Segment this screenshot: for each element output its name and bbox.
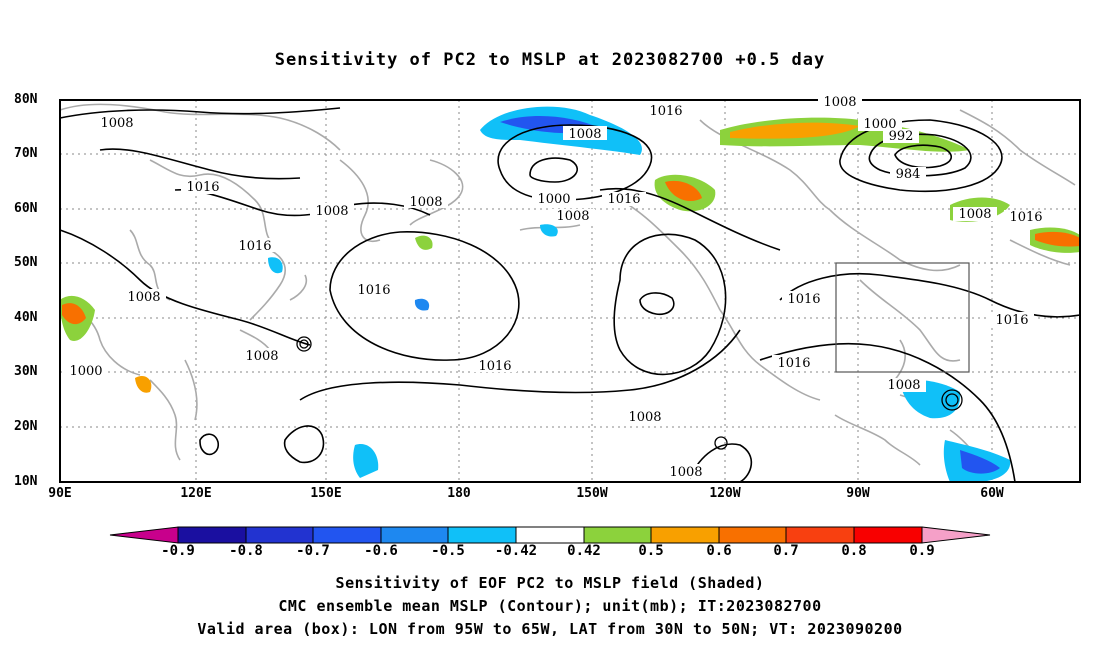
contour-label: 1008 — [127, 290, 160, 305]
colorbar-label: -0.42 — [494, 543, 538, 559]
colorbar-swatch — [312, 526, 382, 544]
contour-label: 1008 — [556, 209, 589, 224]
closed-lows — [296, 336, 963, 450]
colorbar-swatch — [177, 526, 247, 544]
contour-label: 1000 — [537, 192, 570, 207]
contour-label-group: 1008 1016 1008 1008 1016 1008 1000 1008 … — [64, 95, 1048, 480]
contour-label: 1008 — [315, 204, 348, 219]
lon-tick-label: 90W — [846, 486, 870, 501]
contour-label: 1016 — [1009, 210, 1042, 225]
colorbar-swatch — [447, 526, 517, 544]
colorbar-swatch — [718, 526, 787, 544]
colorbar-swatch — [583, 526, 652, 544]
contour-label: 1008 — [958, 207, 991, 222]
colorbar-right-triangle — [921, 526, 991, 544]
contour-label: 1000 — [863, 117, 896, 132]
colorbar-label: 0.5 — [638, 543, 664, 559]
colorbar-label: 0.7 — [773, 543, 799, 559]
lat-tick-label: 30N — [14, 364, 38, 379]
isobars — [59, 107, 1081, 483]
contour-label: 1008 — [669, 465, 702, 480]
colorbar-label: -0.8 — [229, 543, 263, 559]
contour-label: 1008 — [568, 127, 601, 142]
colorbar-label: 0.8 — [841, 543, 867, 559]
colorbar-swatch — [853, 526, 923, 544]
contour-label: 1008 — [887, 378, 920, 393]
lon-tick-label: 120W — [709, 486, 741, 501]
lon-tick-label: 150E — [310, 486, 342, 501]
colorbar-label: 0.9 — [909, 543, 935, 559]
lat-tick-label: 10N — [14, 474, 38, 489]
lon-tick-label: 180 — [447, 486, 471, 501]
lon-tick-label: 150W — [576, 486, 608, 501]
contour-label: 1000 — [69, 364, 102, 379]
caption-line-1: Sensitivity of EOF PC2 to MSLP field (Sh… — [335, 574, 765, 592]
valid-area-box — [835, 262, 970, 373]
lon-tick-label: 90E — [48, 486, 72, 501]
colorbar-left-triangle — [109, 526, 179, 544]
lat-tick-label: 20N — [14, 419, 38, 434]
colorbar-label: 0.42 — [567, 543, 601, 559]
colorbar-swatch — [650, 526, 720, 544]
colorbar-label: -0.6 — [364, 543, 398, 559]
colorbar-label: -0.5 — [431, 543, 465, 559]
map-title: Sensitivity of PC2 to MSLP at 2023082700… — [274, 50, 826, 70]
colorbar-label: 0.6 — [706, 543, 732, 559]
colorbar-label: -0.7 — [296, 543, 330, 559]
colorbar-swatch — [785, 526, 855, 544]
contour-label: 1016 — [357, 283, 390, 298]
caption-line-3: Valid area (box): LON from 95W to 65W, L… — [197, 620, 903, 638]
colorbar — [109, 526, 991, 544]
lon-tick-label: 60W — [980, 486, 1004, 501]
contour-label: 1008 — [628, 410, 661, 425]
lat-tick-label: 80N — [14, 92, 38, 107]
lon-tick-label: 120E — [180, 486, 212, 501]
colorbar-swatch — [380, 526, 449, 544]
map-background — [60, 100, 1080, 482]
contour-label: 1016 — [995, 313, 1028, 328]
contour-label: 1008 — [823, 95, 856, 110]
contour-label: 984 — [896, 167, 921, 182]
lat-tick-label: 40N — [14, 310, 38, 325]
contour-label: 1016 — [649, 104, 682, 119]
map-border — [59, 99, 1081, 483]
contour-label: 1016 — [607, 192, 640, 207]
contour-label: 1016 — [777, 356, 810, 371]
sensitivity-shading — [60, 106, 1080, 482]
lat-tick-label: 70N — [14, 146, 38, 161]
lat-tick-label: 50N — [14, 255, 38, 270]
contour-label: 992 — [889, 129, 914, 144]
contour-label: 1008 — [245, 349, 278, 364]
colorbar-swatch — [245, 526, 314, 544]
lat-tick-label: 60N — [14, 201, 38, 216]
colorbar-swatch — [515, 526, 585, 544]
contour-label: 1016 — [787, 292, 820, 307]
contour-label: 1016 — [186, 180, 219, 195]
colorbar-label: -0.9 — [161, 543, 195, 559]
caption-line-2: CMC ensemble mean MSLP (Contour); unit(m… — [278, 597, 822, 615]
contour-label: 1008 — [100, 116, 133, 131]
contour-label: 1016 — [478, 359, 511, 374]
contour-label: 1016 — [238, 239, 271, 254]
contour-label: 1008 — [409, 195, 442, 210]
